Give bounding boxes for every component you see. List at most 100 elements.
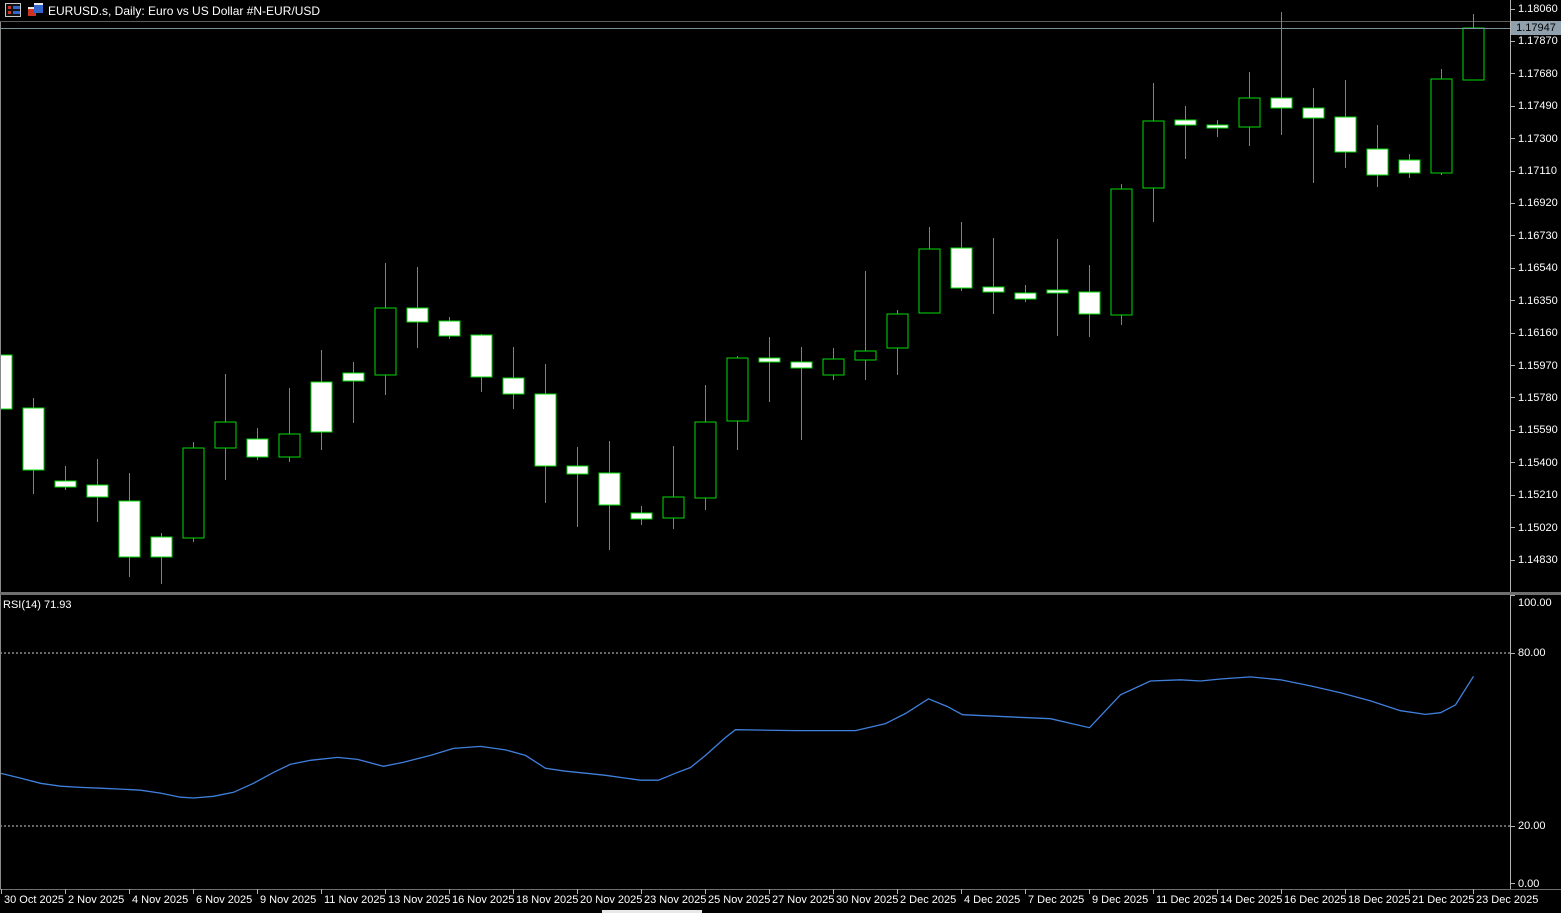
- rsi-scale-label: 0.00: [1518, 877, 1540, 890]
- time-axis-line: [0, 889, 1561, 890]
- price-tick-label: 1.16730: [1518, 229, 1558, 242]
- price-tick: [1510, 235, 1515, 237]
- price-tick-label: 1.15970: [1518, 359, 1558, 372]
- date-tick: [1089, 889, 1090, 894]
- date-tick-label: 16 Nov 2025: [452, 894, 515, 906]
- date-tick-label: 25 Nov 2025: [708, 894, 771, 906]
- rsi-scale-label: 100.00: [1518, 597, 1552, 609]
- date-tick: [129, 889, 130, 894]
- rsi-scale-tick: [1510, 652, 1515, 654]
- price-tick-label: 1.17110: [1518, 165, 1557, 178]
- price-tick: [1510, 170, 1515, 172]
- date-tick-label: 11 Dec 2025: [1156, 894, 1218, 906]
- date-tick-label: 23 Dec 2025: [1476, 894, 1539, 906]
- bid-price-badge: 1.17947: [1511, 21, 1561, 36]
- price-tick: [1510, 365, 1515, 367]
- date-tick-label: 9 Dec 2025: [1092, 894, 1149, 906]
- chart-left-frame: [0, 22, 1, 889]
- rsi-scale-tick: [1510, 594, 1515, 596]
- title-bar[interactable]: EURUSD.s, Daily: Euro vs US Dollar #N-EU…: [0, 0, 1561, 21]
- price-tick: [1510, 559, 1515, 561]
- price-tick-label: 1.16540: [1518, 262, 1558, 275]
- date-tick-label: 2 Dec 2025: [900, 894, 957, 906]
- price-tick: [1510, 40, 1515, 42]
- rsi-indicator-label: RSI(14) 71.93: [3, 599, 72, 611]
- main-chart-pane[interactable]: [0, 22, 1510, 592]
- price-tick: [1510, 494, 1515, 496]
- date-tick-label: 23 Nov 2025: [644, 894, 707, 906]
- date-tick-label: 9 Nov 2025: [260, 894, 317, 906]
- rsi-scale-tick: [1510, 825, 1515, 827]
- rsi-indicator-pane[interactable]: [0, 596, 1510, 889]
- date-tick: [385, 889, 386, 894]
- date-tick: [769, 889, 770, 894]
- chart-window-icon[interactable]: [28, 3, 44, 17]
- price-tick-label: 1.16920: [1518, 197, 1558, 210]
- price-tick: [1510, 105, 1515, 107]
- date-tick-label: 18 Nov 2025: [516, 894, 579, 906]
- date-tick-label: 4 Dec 2025: [964, 894, 1021, 906]
- date-tick-label: 7 Dec 2025: [1028, 894, 1085, 906]
- price-tick-label: 1.14830: [1518, 554, 1558, 566]
- price-tick-label: 1.16160: [1518, 327, 1558, 340]
- price-tick: [1510, 527, 1515, 529]
- rsi-scale-tick: [1510, 883, 1515, 885]
- time-scale[interactable]: 30 Oct 2025 2 Nov 2025 4 Nov 2025 6 Nov 202…: [0, 889, 1538, 913]
- price-axis-line: [1510, 0, 1511, 889]
- date-tick: [257, 889, 258, 894]
- date-tick-label: 4 Nov 2025: [132, 894, 189, 906]
- price-tick-label: 1.15590: [1518, 424, 1558, 437]
- rsi-scale-label: 80.00: [1518, 647, 1546, 659]
- price-tick: [1510, 8, 1515, 10]
- date-tick: [321, 889, 322, 894]
- price-tick: [1510, 429, 1515, 431]
- date-tick: [961, 889, 962, 894]
- market-watch-icon[interactable]: [5, 3, 21, 17]
- price-tick: [1510, 462, 1515, 464]
- price-tick-label: 1.15210: [1518, 489, 1558, 502]
- date-tick: [641, 889, 642, 894]
- price-tick-label: 1.16350: [1518, 294, 1558, 307]
- date-tick: [65, 889, 66, 894]
- date-tick-label: 30 Nov 2025: [836, 894, 899, 906]
- date-tick-label: 20 Nov 2025: [580, 894, 643, 906]
- price-tick-label: 1.17870: [1518, 35, 1558, 48]
- date-tick: [577, 889, 578, 894]
- date-tick: [193, 889, 194, 894]
- price-tick: [1510, 138, 1515, 140]
- date-tick-label: 21 Dec 2025: [1412, 894, 1475, 906]
- horizontal-scrollbar-thumb[interactable]: [602, 910, 702, 913]
- pane-splitter[interactable]: [0, 592, 1561, 595]
- price-tick-label: 1.17490: [1518, 100, 1558, 113]
- date-tick: [1217, 889, 1218, 894]
- date-tick-label: 11 Nov 2025: [324, 894, 386, 906]
- date-tick: [897, 889, 898, 894]
- date-tick: [1409, 889, 1410, 894]
- price-tick: [1510, 202, 1515, 204]
- price-tick-label: 1.17300: [1518, 132, 1558, 145]
- date-tick: [1, 889, 2, 894]
- date-tick-label: 30 Oct 2025: [4, 894, 64, 906]
- date-tick-label: 18 Dec 2025: [1348, 894, 1411, 906]
- date-tick: [1473, 889, 1474, 894]
- date-tick: [1345, 889, 1346, 894]
- date-tick-label: 2 Nov 2025: [68, 894, 125, 906]
- date-tick: [1153, 889, 1154, 894]
- date-tick: [449, 889, 450, 894]
- date-tick-label: 27 Nov 2025: [772, 894, 835, 906]
- date-tick: [705, 889, 706, 894]
- price-tick: [1510, 73, 1515, 75]
- date-tick-label: 14 Dec 2025: [1220, 894, 1283, 906]
- title-bar-divider: [0, 21, 1561, 22]
- price-scale[interactable]: 1.18060 1.17870 1.17680 1.17490 1.17300 1.171…: [1510, 0, 1561, 890]
- date-tick: [1281, 889, 1282, 894]
- price-tick-label: 1.18060: [1518, 3, 1558, 15]
- price-tick: [1510, 397, 1515, 399]
- price-tick-label: 1.17680: [1518, 67, 1558, 80]
- price-tick: [1510, 332, 1515, 334]
- date-tick-label: 13 Nov 2025: [388, 894, 451, 906]
- date-tick: [833, 889, 834, 894]
- date-tick: [513, 889, 514, 894]
- price-tick: [1510, 267, 1515, 269]
- date-tick: [1025, 889, 1026, 894]
